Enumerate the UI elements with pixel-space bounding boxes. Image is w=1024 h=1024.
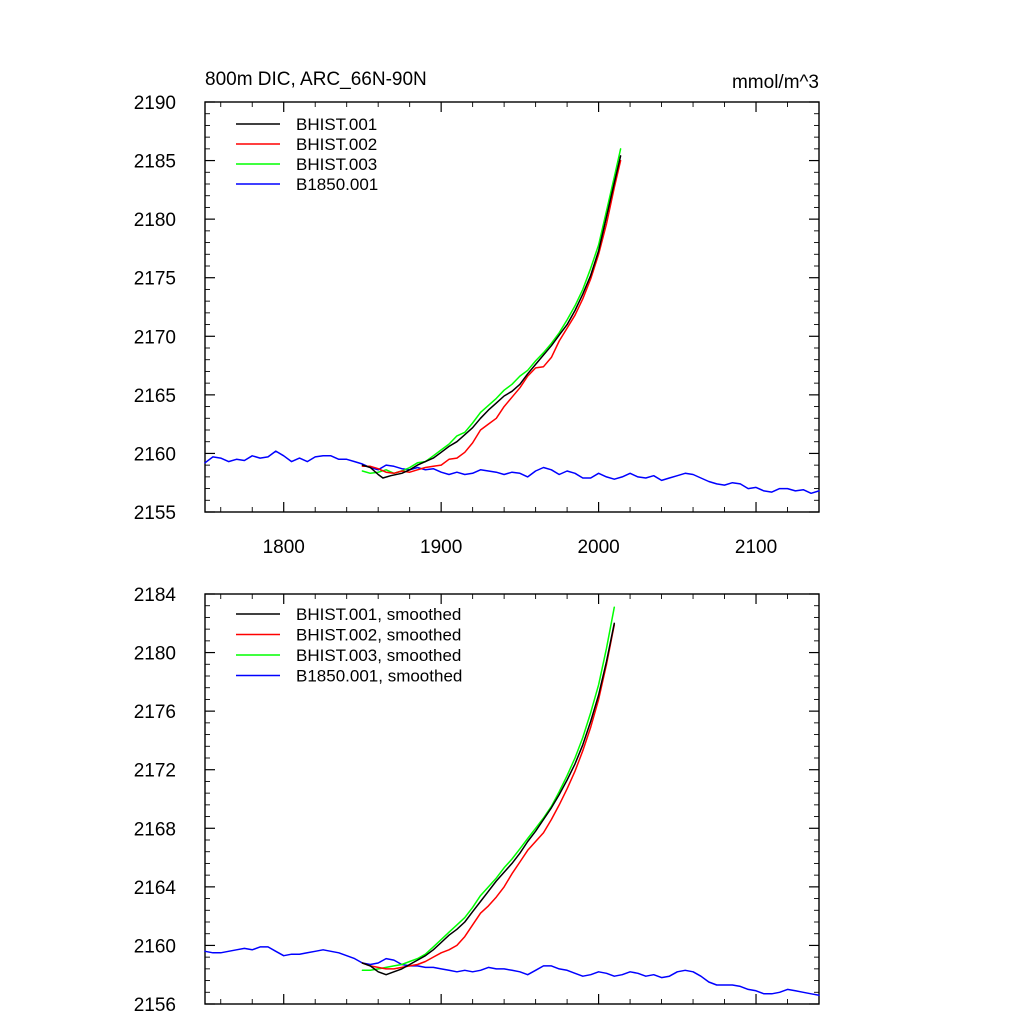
legend-label: BHIST.003 (296, 155, 377, 174)
series-line-bhist-002 (361, 159, 622, 475)
y-tick-label: 2180 (134, 210, 176, 231)
series-line-b1850-001 (204, 450, 820, 495)
y-tick-label: 2172 (134, 761, 176, 782)
y-tick-label: 2155 (134, 503, 176, 524)
series-line-bhist-003 (361, 606, 616, 972)
y-tick-label: 2156 (134, 995, 176, 1016)
legend-label: BHIST.001, smoothed (296, 605, 461, 624)
series-line-bhist-003 (361, 148, 622, 475)
legend-label: BHIST.003, smoothed (296, 646, 461, 665)
units-label: mmol/m^3 (732, 72, 819, 93)
legend-label: BHIST.002 (296, 135, 377, 154)
top-panel: 1800 1900 2000 2100 2155 2160 2165 2170 2175 2180… (134, 69, 820, 558)
y-tick-label: 2164 (134, 878, 177, 899)
x-tick-label: 2000 (577, 537, 619, 558)
y-tick-label: 2165 (134, 386, 176, 407)
plot-frame (204, 593, 820, 1005)
legend-label: B1850.001, smoothed (296, 667, 462, 686)
legend-label: B1850.001 (296, 175, 378, 194)
legend-label: BHIST.002, smoothed (296, 626, 461, 645)
y-tick-label: 2184 (134, 585, 177, 606)
plot-frame (204, 101, 820, 513)
legend-label: BHIST.001 (296, 115, 377, 134)
y-tick-label: 2185 (134, 152, 176, 173)
y-tick-label: 2190 (134, 93, 176, 114)
x-tick-label: 1800 (263, 537, 305, 558)
bottom-panel: 2156 2160 2164 2168 2172 2176 2180 2184 BHIST.00… (134, 585, 820, 1016)
series-line-bhist-001 (361, 155, 622, 479)
x-tick-label: 1900 (420, 537, 462, 558)
y-tick-label: 2168 (134, 819, 176, 840)
y-tick-label: 2170 (134, 327, 176, 348)
y-tick-label: 2175 (134, 269, 176, 290)
y-tick-label: 2180 (134, 644, 176, 665)
x-tick-label: 2100 (735, 537, 777, 558)
chart-title: 800m DIC, ARC_66N-90N (205, 69, 427, 90)
series-line-bhist-001 (361, 622, 616, 976)
series-line-b1850-001 (204, 946, 820, 996)
y-tick-label: 2176 (134, 702, 176, 723)
y-tick-label: 2160 (134, 444, 176, 465)
y-tick-label: 2160 (134, 936, 176, 957)
